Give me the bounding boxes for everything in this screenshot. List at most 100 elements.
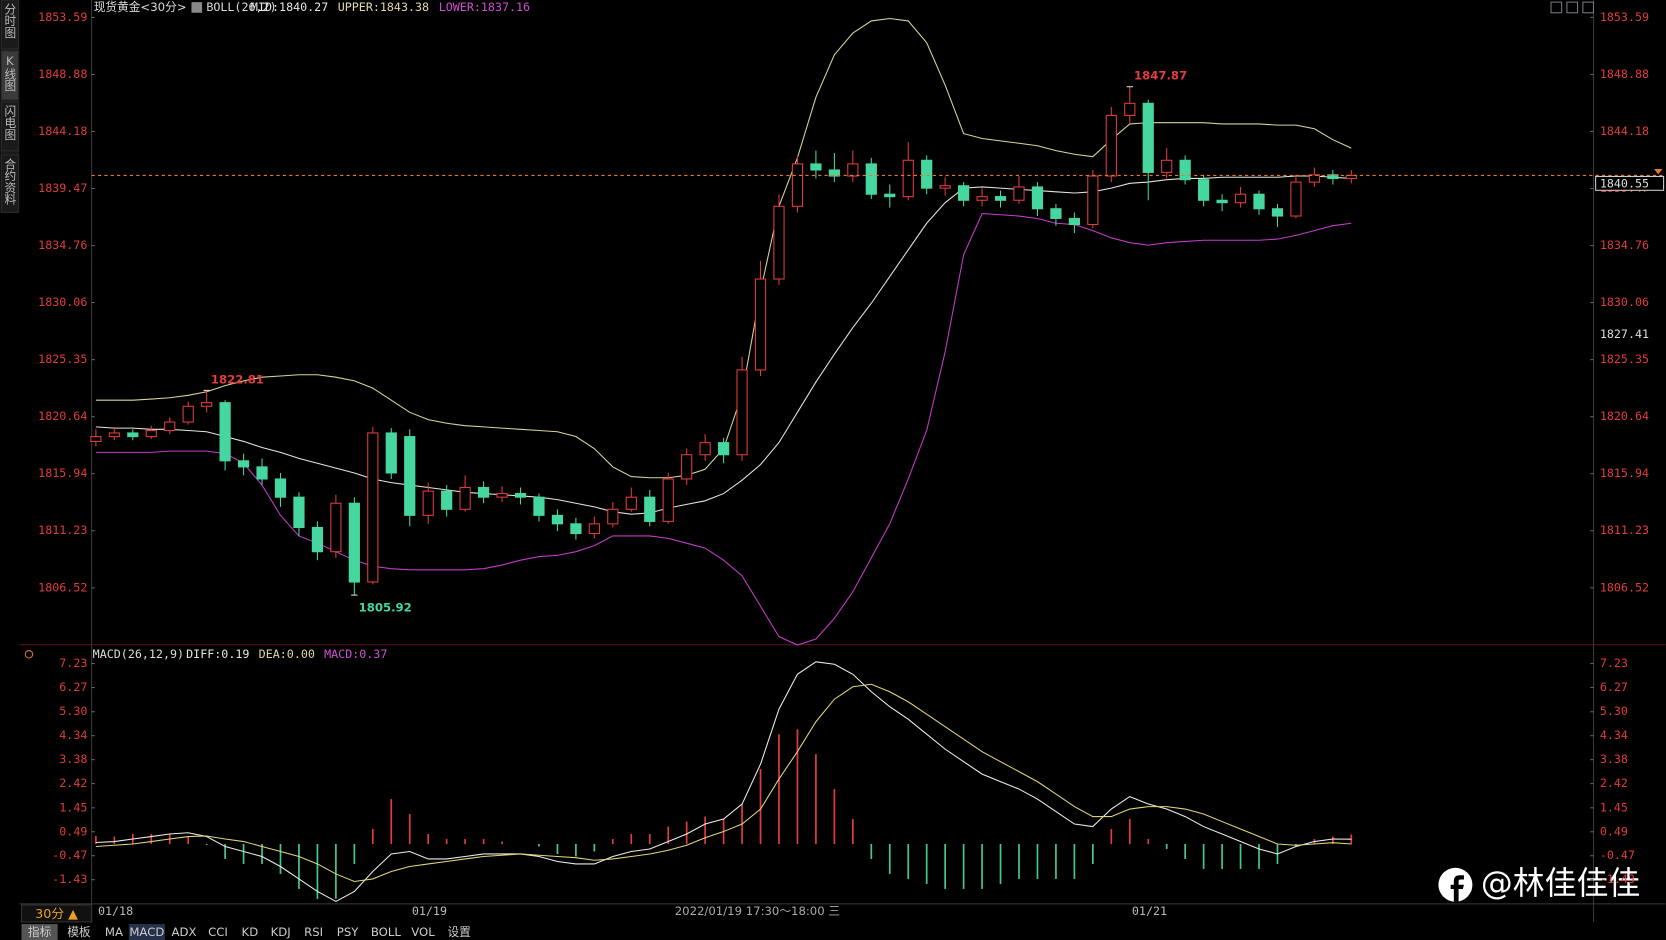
indicator-value: LOWER:1837.16 [439,0,530,14]
candle-body [1142,102,1154,173]
y-tick-label-right: 1853.59 [1600,10,1649,24]
candle-body [1216,199,1228,204]
sidebar-label[interactable]: 分时图 [3,3,17,39]
x-tick-label: 01/21 [1132,904,1167,918]
candle-body [182,405,194,423]
candle-body [385,432,397,474]
sidebar-button[interactable] [0,154,19,213]
indicator-line [95,175,1352,515]
candle-body [1087,175,1099,226]
tab[interactable]: ADX [172,925,197,939]
tab-highlight[interactable] [128,924,165,940]
cursor-price-label: 1827.41 [1600,327,1649,341]
candle-body [1068,217,1080,226]
y-tick-label-right: 1848.88 [1600,67,1649,81]
tab[interactable]: BOLL [371,925,401,939]
last-price-arrow [1654,169,1663,175]
candle-body [293,496,305,529]
candle-body [533,496,545,516]
y-tick-label: 6.27 [59,680,87,694]
button[interactable] [1582,1,1595,14]
candle-body [1253,193,1265,210]
candle-body [164,421,176,432]
watermark: @林佳佳佳 [1438,864,1640,902]
y-tick-label-right: 1844.18 [1600,124,1649,138]
candle-body [958,185,970,201]
timestamp: 2022/01/19 17:30～18:00 三 [675,904,840,918]
candle-body [588,523,600,535]
tab[interactable]: MA [105,925,123,939]
y-tick-label-right: -0.47 [1600,848,1635,862]
macd-title: MACD(26,12,9) [93,647,184,661]
watermark-logo [1450,875,1464,902]
button[interactable] [1566,1,1579,14]
y-tick-label-right: 7.23 [1600,656,1628,670]
y-tick-label-right: 1.45 [1600,800,1628,814]
candle-body [1124,102,1136,116]
y-tick-label-right: 1811.23 [1600,523,1649,537]
extreme-label: 1847.87 [1134,69,1187,83]
sidebar-button[interactable] [0,50,19,101]
indicator-value: DIFF:0.19 [186,647,249,661]
candle-body [810,163,822,171]
indicator-line [95,213,1352,646]
tab[interactable]: RSI [304,925,323,939]
indicator-value: MACD:0.37 [324,647,387,661]
sidebar-button[interactable] [0,101,19,152]
period[interactable]: 30分 ▲ [35,907,78,922]
candle-body [108,432,120,438]
button[interactable] [1550,1,1563,14]
y-tick-label: 1839.47 [38,181,87,195]
tab[interactable]: 指标 [28,925,52,939]
indicator-icon [191,2,203,13]
tab[interactable]: 设置 [447,925,471,939]
y-tick-label-right: 1834.76 [1600,238,1649,252]
candle-body [1013,186,1025,201]
y-tick-label-right: 1830.06 [1600,295,1649,309]
extreme-label: 1822.81 [211,372,264,386]
tab[interactable]: MACD [129,925,164,939]
candle-body [1105,114,1117,177]
tab[interactable]: VOL [411,925,435,939]
period-box[interactable] [20,904,93,923]
tab[interactable]: 模板 [67,925,91,939]
candle-body [201,402,213,407]
candle-body [127,432,139,438]
candle-body [367,432,379,583]
tab[interactable]: KDJ [271,925,291,939]
candle-body [1345,174,1357,179]
tab[interactable]: KD [242,925,259,939]
indicator-value: DEA:0.00 [259,647,315,661]
indicator-value: UPPER:1843.38 [338,0,429,14]
sidebar-label[interactable]: K线图 [3,54,17,92]
candle-body [404,436,416,516]
y-tick-label: 1806.52 [38,580,87,594]
candle-body [1271,208,1284,217]
tab-highlight[interactable] [21,924,58,940]
sidebar-button[interactable] [0,0,19,50]
y-tick-label: 1.45 [59,800,87,814]
y-tick-label-right: 3.38 [1600,752,1628,766]
candle-body [237,460,250,468]
candle-body [1161,159,1173,173]
watermark-text: @林佳佳佳 [1481,864,1640,902]
candle-body [219,402,231,462]
candle-body [256,466,268,480]
y-tick-label: 7.23 [59,656,87,670]
y-tick-label: 1830.06 [38,295,87,309]
sidebar-label[interactable]: 闪电图 [3,104,17,140]
tab[interactable]: PSY [337,925,359,939]
y-tick-label: 2.42 [59,776,87,790]
tab[interactable]: CCI [208,925,228,939]
y-tick-label: 0.49 [59,824,87,838]
indicator-value: MID:1840.27 [251,0,328,14]
candle-body [994,196,1007,201]
candle-body [736,369,748,456]
candle-body [496,493,508,498]
y-tick-label-right: 4.34 [1600,728,1628,742]
y-tick-label: 1848.88 [38,67,87,81]
sidebar-label[interactable]: 合约资料 [3,158,17,206]
candle-body [1031,186,1044,210]
panel-icon[interactable] [24,650,34,659]
